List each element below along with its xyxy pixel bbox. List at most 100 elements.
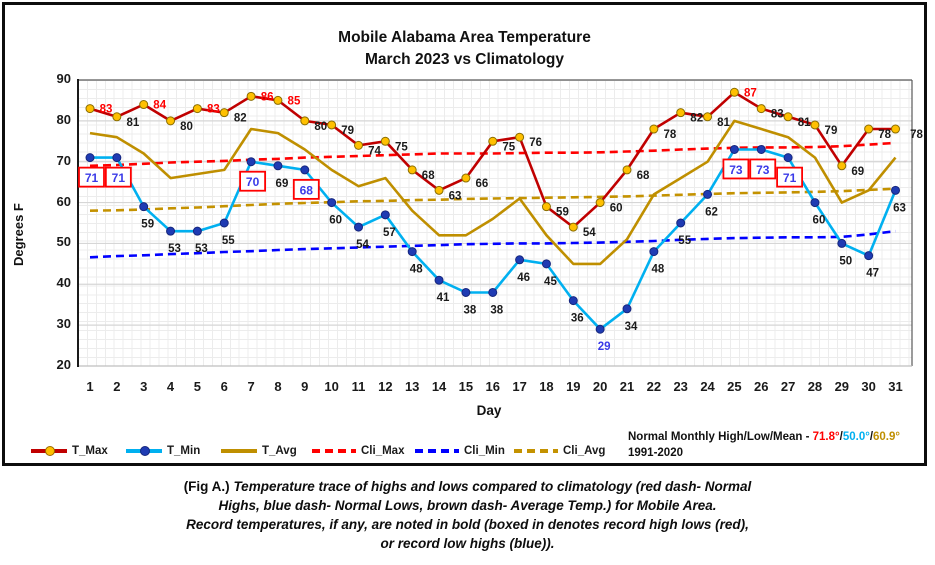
record-high-label: 83 xyxy=(207,104,220,116)
data-label-t-min: 57 xyxy=(383,227,396,239)
record-low-label: 29 xyxy=(598,341,611,353)
chart-title-line1: Mobile Alabama Area Temperature xyxy=(338,29,591,46)
marker-t-max xyxy=(354,140,363,150)
marker-t-min xyxy=(246,157,256,167)
x-tick-label: 14 xyxy=(431,379,447,394)
marker-t-min xyxy=(703,189,713,199)
data-label-t-min: 60 xyxy=(329,215,342,227)
data-label-t-min: 38 xyxy=(490,304,503,316)
note-normal-low: 50.0° xyxy=(842,431,870,443)
marker-t-min xyxy=(300,165,310,175)
legend-item-t-avg: T_Avg xyxy=(221,443,297,459)
data-label-t-max: 74 xyxy=(368,145,381,157)
marker-t-max xyxy=(891,124,900,134)
data-label-t-max: 59 xyxy=(556,207,569,219)
legend-item-t-min: T_Min xyxy=(126,443,200,459)
x-tick-label: 1 xyxy=(86,379,94,394)
marker-t-max xyxy=(112,112,122,122)
legend: T_Max T_Min T_Avg Cli_Max Cli_Min Cli_Av… xyxy=(5,443,625,461)
data-label-t-max: 54 xyxy=(583,227,596,239)
x-tick-label: 20 xyxy=(592,379,608,394)
data-label-t-min: 50 xyxy=(839,255,852,267)
x-tick-label: 8 xyxy=(274,379,282,394)
y-tick-label: 70 xyxy=(56,152,71,168)
note-slash: / xyxy=(869,431,874,443)
marker-t-min xyxy=(166,226,176,236)
marker-t-max xyxy=(488,136,498,146)
legend-line-sample xyxy=(31,446,67,457)
x-tick-label: 27 xyxy=(780,379,796,394)
record-high-low-box xyxy=(292,178,320,200)
marker-t-max xyxy=(676,108,686,118)
series-line-t-avg xyxy=(89,119,897,266)
legend-item-cli-min: Cli_Min xyxy=(415,443,505,459)
x-tick-label: 22 xyxy=(646,379,662,394)
record-high-low-label: 73 xyxy=(729,163,743,177)
marker-t-min xyxy=(729,144,739,154)
data-label-t-min: 36 xyxy=(571,313,584,325)
marker-t-min xyxy=(864,251,874,261)
marker-t-max xyxy=(649,124,659,134)
marker-t-min xyxy=(112,153,122,163)
marker-t-max xyxy=(139,100,149,110)
marker-t-min xyxy=(354,222,363,232)
marker-t-min xyxy=(219,218,229,228)
plot-area xyxy=(78,80,912,366)
x-tick-label: 30 xyxy=(861,379,876,394)
caption-line: (Fig A.) Temperature trace of highs and … xyxy=(0,477,935,496)
data-label-t-max: 78 xyxy=(910,129,923,141)
legend-line-sample xyxy=(312,449,356,453)
marker-t-min xyxy=(488,287,498,297)
x-tick-label: 16 xyxy=(485,379,500,394)
marker-t-min xyxy=(327,198,337,208)
marker-t-min xyxy=(192,226,202,236)
x-tick-label: 18 xyxy=(539,379,554,394)
marker-t-max xyxy=(703,112,713,122)
marker-t-min xyxy=(139,202,149,212)
x-tick-label: 3 xyxy=(140,379,148,394)
marker-t-max xyxy=(756,104,766,114)
record-high-label: 83 xyxy=(100,104,113,116)
y-tick-label: 20 xyxy=(56,357,71,372)
x-tick-label: 7 xyxy=(247,379,255,394)
x-tick-label: 15 xyxy=(458,379,474,394)
y-tick-label: 40 xyxy=(56,275,71,291)
x-tick-label: 19 xyxy=(566,379,581,394)
x-tick-label: 26 xyxy=(754,379,769,394)
data-label-t-max: 78 xyxy=(663,129,676,141)
data-label-t-min: 53 xyxy=(168,243,181,255)
x-tick-label: 11 xyxy=(351,379,366,394)
data-label-t-max: 80 xyxy=(180,121,193,133)
chart-panel: Mobile Alabama Area Temperature March 20… xyxy=(2,2,927,466)
data-label-t-max: 75 xyxy=(395,141,408,153)
data-label-t-max: 63 xyxy=(449,190,462,202)
data-label-t-max: 68 xyxy=(422,170,435,182)
marker-t-max xyxy=(568,222,578,232)
y-tick-label: 50 xyxy=(56,234,71,250)
data-label-t-max: 75 xyxy=(502,141,515,153)
caption-line: Record temperatures, if any, are noted i… xyxy=(186,517,749,532)
x-tick-label: 17 xyxy=(512,379,527,394)
data-label-t-max: 60 xyxy=(610,203,623,215)
data-label-t-min: 41 xyxy=(437,292,450,304)
marker-t-max xyxy=(729,87,739,97)
caption-line: or record low highs (blue)). xyxy=(380,536,555,551)
x-tick-label: 24 xyxy=(700,379,715,394)
normals-note: Normal Monthly High/Low/Mean - 71.8°/50.… xyxy=(628,429,922,461)
x-tick-label: 10 xyxy=(324,379,339,394)
caption-line: Highs, blue dash- Normal Lows, brown das… xyxy=(218,498,717,513)
data-label-t-max: 82 xyxy=(234,113,247,125)
record-high-low-label: 68 xyxy=(300,183,314,197)
marker-t-max xyxy=(622,165,632,175)
legend-line-sample xyxy=(126,446,162,457)
series-line-cli-avg xyxy=(89,187,896,212)
x-axis-title: Day xyxy=(476,403,502,418)
legend-label: T_Max xyxy=(72,445,108,457)
data-label-t-max: 81 xyxy=(126,117,139,129)
x-tick-label: 4 xyxy=(166,379,175,394)
record-high-low-label: 71 xyxy=(112,171,126,185)
legend-line-sample xyxy=(221,449,257,453)
figure-caption: (Fig A.) Temperature trace of highs and … xyxy=(0,477,935,553)
data-label-t-min: 59 xyxy=(141,219,154,231)
marker-t-min xyxy=(568,296,578,306)
